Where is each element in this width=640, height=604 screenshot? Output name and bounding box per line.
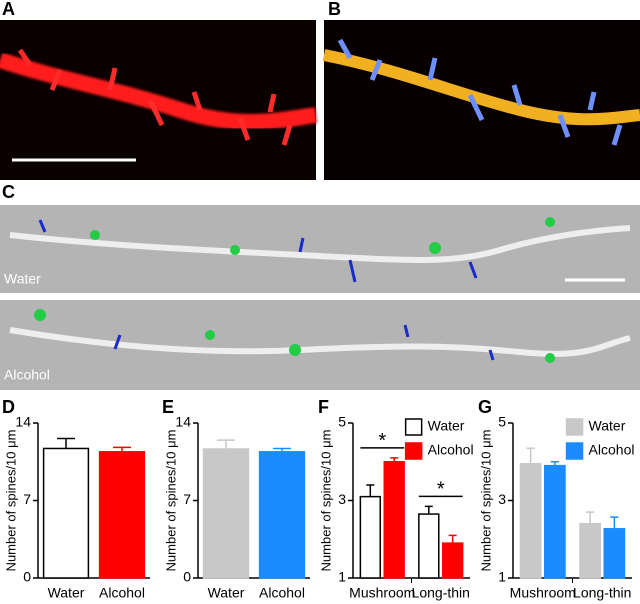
x-tick-label: Mushroom xyxy=(510,585,576,601)
panel-label: D xyxy=(2,397,15,417)
panel-label: B xyxy=(328,0,341,19)
legend-swatch xyxy=(404,418,423,436)
legend-label: Alcohol xyxy=(428,442,474,458)
panel-label: G xyxy=(478,397,492,417)
y-tick-label: 1 xyxy=(338,569,346,585)
error-bar xyxy=(273,447,291,452)
bar xyxy=(98,451,146,579)
y-axis-label: Number of spines/10 μm xyxy=(478,430,493,572)
image-c xyxy=(0,205,640,390)
x-tick-label: Long-thin xyxy=(412,585,470,601)
panel-label: C xyxy=(2,182,15,202)
x-tick-label: Long-thin xyxy=(573,585,631,601)
y-tick-label: 14 xyxy=(15,414,31,430)
error-bar xyxy=(424,505,433,515)
bar xyxy=(544,464,566,579)
legend-swatch xyxy=(404,442,423,460)
bar xyxy=(383,461,405,579)
legend-label: Alcohol xyxy=(589,442,635,458)
error-bar xyxy=(610,516,619,529)
error-bar xyxy=(526,447,535,464)
panel-label: A xyxy=(2,0,15,19)
x-tick-label: Mushroom xyxy=(349,585,415,601)
x-tick-label: Alcohol xyxy=(259,585,305,601)
y-axis-label: Number of spines/10 μm xyxy=(163,430,178,572)
legend-label: Water xyxy=(589,418,626,434)
y-tick-label: 1 xyxy=(498,569,506,585)
y-tick-label: 5 xyxy=(498,414,506,430)
bar xyxy=(42,447,90,579)
bar xyxy=(258,451,306,579)
bar xyxy=(579,523,602,579)
y-tick-label: 3 xyxy=(338,491,346,507)
error-bar xyxy=(586,511,595,524)
error-bar xyxy=(217,439,235,450)
bar xyxy=(359,495,381,579)
x-tick-label: Water xyxy=(208,585,245,601)
image-label: Water xyxy=(4,271,41,287)
image-b xyxy=(322,20,640,180)
legend-label: Water xyxy=(428,418,465,434)
image-a xyxy=(0,20,318,180)
legend-swatch xyxy=(565,418,584,436)
error-bar xyxy=(550,461,559,466)
x-tick-label: Alcohol xyxy=(99,585,145,601)
y-tick-label: 7 xyxy=(23,491,31,507)
x-tick-label: Water xyxy=(48,585,85,601)
bar xyxy=(418,513,440,579)
error-bar xyxy=(113,446,131,452)
bar xyxy=(202,448,250,579)
bar xyxy=(603,528,626,579)
image-label: Alcohol xyxy=(4,367,50,383)
y-axis-label: Number of spines/10 μm xyxy=(3,430,18,572)
bar xyxy=(442,542,464,579)
significance-mark: * xyxy=(437,479,445,501)
error-bar xyxy=(448,534,457,544)
y-tick-label: 7 xyxy=(183,491,191,507)
y-tick-label: 0 xyxy=(23,569,31,585)
error-bar xyxy=(366,484,375,497)
legend-swatch xyxy=(565,442,584,460)
bar xyxy=(519,462,542,579)
error-bar xyxy=(57,437,75,449)
y-tick-label: 3 xyxy=(498,491,506,507)
y-tick-label: 14 xyxy=(175,414,191,430)
y-axis-label: Number of spines/10 μm xyxy=(318,430,333,572)
significance-mark: * xyxy=(378,430,386,452)
panel-label: F xyxy=(318,397,329,417)
y-tick-label: 5 xyxy=(338,414,346,430)
y-tick-label: 0 xyxy=(183,569,191,585)
error-bar xyxy=(390,457,399,462)
panel-label: E xyxy=(162,397,174,417)
